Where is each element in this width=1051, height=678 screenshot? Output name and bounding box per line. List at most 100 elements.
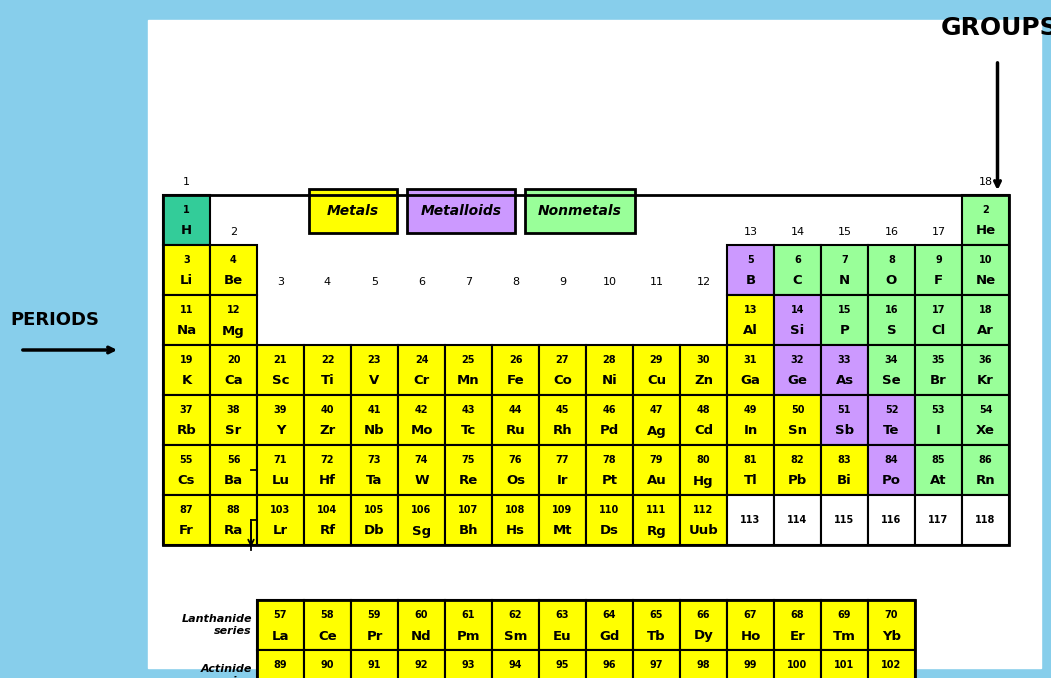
Text: 9: 9	[935, 255, 942, 265]
Bar	[539, 445, 586, 495]
Bar	[163, 445, 210, 495]
Bar	[915, 345, 962, 395]
Bar	[492, 650, 539, 678]
Bar	[821, 295, 868, 345]
Text: 11: 11	[650, 277, 663, 287]
Text: Ir: Ir	[557, 475, 569, 487]
Text: 67: 67	[744, 610, 758, 620]
Bar	[492, 495, 539, 545]
Text: Uub: Uub	[688, 525, 719, 538]
Text: 77: 77	[556, 455, 570, 465]
Bar	[257, 495, 304, 545]
Text: La: La	[272, 629, 289, 643]
Bar	[586, 600, 633, 650]
Text: 107: 107	[458, 505, 478, 515]
Bar	[257, 600, 304, 650]
Bar	[257, 650, 304, 678]
Text: 88: 88	[227, 505, 241, 515]
Text: N: N	[839, 275, 850, 287]
Text: 105: 105	[365, 505, 385, 515]
Bar	[727, 345, 774, 395]
Text: 118: 118	[975, 515, 995, 525]
Text: K: K	[182, 374, 191, 388]
Bar	[539, 495, 586, 545]
Bar	[398, 445, 445, 495]
Text: Si: Si	[790, 325, 805, 338]
Text: Yb: Yb	[882, 629, 901, 643]
Text: 36: 36	[978, 355, 992, 365]
Text: 92: 92	[415, 660, 428, 670]
Text: Gd: Gd	[599, 629, 620, 643]
Text: Sm: Sm	[503, 629, 528, 643]
Text: Rh: Rh	[553, 424, 573, 437]
Text: Db: Db	[365, 525, 385, 538]
Bar	[821, 650, 868, 678]
Text: 94: 94	[509, 660, 522, 670]
Text: 117: 117	[928, 515, 949, 525]
Bar	[492, 600, 539, 650]
Text: Pd: Pd	[600, 424, 619, 437]
Bar	[774, 600, 821, 650]
Bar	[351, 495, 398, 545]
Text: B: B	[745, 275, 756, 287]
Bar	[539, 345, 586, 395]
Bar	[351, 395, 398, 445]
Bar	[351, 345, 398, 395]
Text: Ra: Ra	[224, 525, 243, 538]
Text: Mo: Mo	[410, 424, 433, 437]
Text: 83: 83	[838, 455, 851, 465]
Text: 5: 5	[747, 255, 754, 265]
Text: Cl: Cl	[931, 325, 946, 338]
Bar	[633, 395, 680, 445]
Bar	[774, 295, 821, 345]
Text: Nb: Nb	[365, 424, 385, 437]
Bar	[210, 345, 257, 395]
Bar	[774, 395, 821, 445]
Bar	[210, 445, 257, 495]
Bar	[821, 495, 868, 545]
Bar	[351, 600, 398, 650]
Text: 106: 106	[411, 505, 432, 515]
Bar	[727, 650, 774, 678]
Text: Metals: Metals	[327, 204, 379, 218]
Text: 6: 6	[418, 277, 425, 287]
Text: 38: 38	[227, 405, 241, 415]
Text: 95: 95	[556, 660, 570, 670]
Text: Hf: Hf	[320, 475, 336, 487]
Bar	[163, 495, 210, 545]
Bar	[445, 650, 492, 678]
Text: 71: 71	[273, 455, 287, 465]
Bar	[727, 395, 774, 445]
Bar	[915, 445, 962, 495]
Bar	[210, 245, 257, 295]
Text: Cr: Cr	[413, 374, 430, 388]
Text: 99: 99	[744, 660, 758, 670]
Text: 20: 20	[227, 355, 241, 365]
Text: 42: 42	[415, 405, 428, 415]
Text: GROUPS: GROUPS	[942, 16, 1051, 40]
Bar	[586, 495, 633, 545]
Text: H: H	[181, 224, 192, 237]
Text: Nonmetals: Nonmetals	[538, 204, 622, 218]
Text: Ne: Ne	[975, 275, 995, 287]
Bar	[445, 600, 492, 650]
Text: O: O	[886, 275, 898, 287]
Text: 7: 7	[465, 277, 472, 287]
Text: 76: 76	[509, 455, 522, 465]
Text: C: C	[792, 275, 802, 287]
Bar	[680, 345, 727, 395]
Bar	[351, 650, 398, 678]
Text: 47: 47	[650, 405, 663, 415]
Text: 100: 100	[787, 660, 807, 670]
Bar	[915, 495, 962, 545]
Text: 11: 11	[180, 305, 193, 315]
Text: Y: Y	[275, 424, 285, 437]
Bar	[492, 445, 539, 495]
Text: Tc: Tc	[461, 424, 476, 437]
Text: Er: Er	[789, 629, 805, 643]
Text: Pr: Pr	[367, 629, 383, 643]
Bar	[821, 600, 868, 650]
Bar	[304, 600, 351, 650]
Text: 22: 22	[321, 355, 334, 365]
Text: 81: 81	[744, 455, 758, 465]
